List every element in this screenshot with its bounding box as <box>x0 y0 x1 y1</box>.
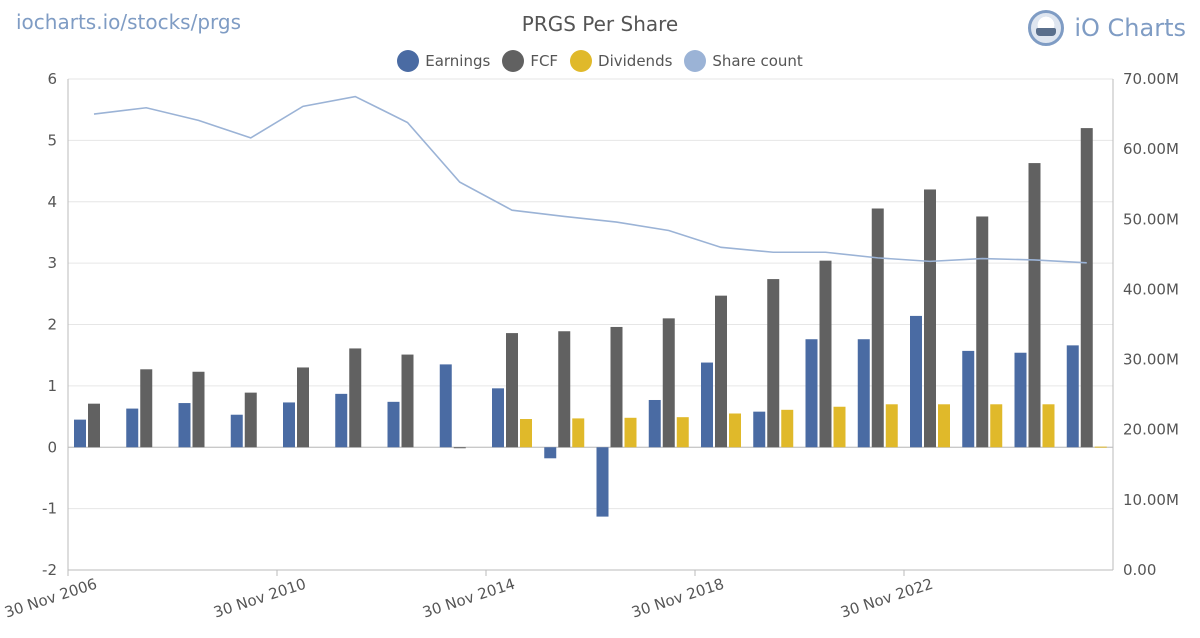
brand: iO Charts <box>1028 10 1186 46</box>
y-left-tick-label: 5 <box>47 131 57 149</box>
bar-dividends <box>1042 404 1055 448</box>
bar-earnings <box>753 411 766 448</box>
legend-swatch-earnings <box>397 50 420 72</box>
bar-fcf <box>662 318 675 448</box>
legend-item-fcf[interactable]: FCF <box>502 50 558 72</box>
y-right-tick-label: 70.00M <box>1123 70 1179 88</box>
legend-label-earnings: Earnings <box>425 52 491 70</box>
y-right-tick-label: 40.00M <box>1123 280 1179 298</box>
bar-earnings <box>387 401 400 448</box>
bar-dividends <box>833 406 846 448</box>
legend-swatch-share-count <box>684 50 707 72</box>
legend-label-fcf: FCF <box>530 52 559 70</box>
bar-dividends <box>624 417 637 448</box>
bar-fcf <box>1028 163 1041 448</box>
bar-earnings <box>648 399 661 448</box>
bar-fcf <box>1080 128 1093 448</box>
y-left-tick-label: 4 <box>47 193 57 211</box>
legend-item-dividends[interactable]: Dividends <box>570 50 672 72</box>
bar-earnings <box>596 447 609 517</box>
y-left-tick-label: -2 <box>42 561 57 579</box>
y-right-tick-label: 60.00M <box>1123 140 1179 158</box>
x-tick-label: 30 Nov 2022 <box>838 575 935 622</box>
bar-fcf <box>88 403 100 448</box>
bar-fcf <box>140 369 153 448</box>
bar-earnings <box>701 362 713 448</box>
bar-fcf <box>558 331 571 448</box>
legend-label-share-count: Share count <box>712 52 803 70</box>
legend-item-earnings[interactable]: Earnings <box>397 50 490 72</box>
y-right-tick-label: 10.00M <box>1123 491 1179 509</box>
bar-fcf <box>924 189 936 448</box>
bar-dividends <box>990 404 1003 448</box>
line-share-count <box>93 95 1087 264</box>
legend-swatch-dividends <box>570 50 593 72</box>
bar-earnings <box>910 315 922 448</box>
y-right-tick-label: 0.00 <box>1123 561 1156 579</box>
bar-fcf <box>506 333 518 448</box>
y-left-tick-label: -1 <box>42 500 57 518</box>
bar-fcf <box>349 348 362 448</box>
y-left-tick-label: 6 <box>47 70 57 88</box>
y-right-tick-label: 20.00M <box>1123 421 1179 439</box>
chart-legend: Earnings FCF Dividends Share count <box>0 50 1200 72</box>
bar-fcf <box>871 208 884 448</box>
bar-dividends <box>885 404 898 448</box>
bar-earnings <box>544 447 557 459</box>
brand-name: iO Charts <box>1074 14 1186 42</box>
bar-fcf <box>610 326 623 448</box>
bar-dividends <box>938 404 950 448</box>
bar-fcf <box>244 392 257 448</box>
bar-fcf <box>401 354 414 448</box>
bar-earnings <box>492 388 504 448</box>
bar-earnings <box>74 419 86 448</box>
bar-fcf <box>192 371 205 448</box>
y-right-tick-label: 50.00M <box>1123 210 1179 228</box>
y-left-tick-label: 2 <box>47 316 57 334</box>
legend-label-dividends: Dividends <box>598 52 673 70</box>
bar-dividends <box>781 409 794 448</box>
bar-earnings <box>335 393 348 448</box>
io-charts-logo-icon <box>1028 10 1065 46</box>
y-left-tick-label: 1 <box>47 377 57 395</box>
y-left-tick-label: 0 <box>47 438 57 456</box>
bar-earnings <box>439 364 452 448</box>
x-tick-label: 30 Nov 2006 <box>2 575 99 622</box>
x-tick-label: 30 Nov 2014 <box>420 575 517 622</box>
bar-dividends <box>520 419 532 448</box>
bar-fcf <box>453 447 466 449</box>
bar-earnings <box>1014 352 1027 448</box>
bar-fcf <box>767 279 780 448</box>
bar-fcf <box>819 260 832 448</box>
bar-fcf <box>976 216 989 448</box>
bar-earnings <box>962 350 975 448</box>
y-right-tick-label: 30.00M <box>1123 351 1179 369</box>
chart-title: PRGS Per Share <box>521 12 679 36</box>
bar-fcf <box>715 295 727 448</box>
bar-dividends <box>676 417 689 448</box>
bar-earnings <box>805 339 818 448</box>
bar-earnings <box>126 408 139 448</box>
legend-item-share-count[interactable]: Share count <box>684 50 803 72</box>
bar-earnings <box>178 403 191 448</box>
bar-dividends <box>729 413 741 448</box>
bar-earnings <box>1066 345 1079 448</box>
x-tick-label: 30 Nov 2010 <box>211 575 308 622</box>
legend-swatch-fcf <box>502 50 525 72</box>
bar-earnings <box>230 414 243 448</box>
bar-earnings <box>283 402 295 448</box>
bar-earnings <box>857 339 870 448</box>
y-left-tick-label: 3 <box>47 254 57 272</box>
x-tick-label: 30 Nov 2018 <box>629 575 726 622</box>
bar-fcf <box>297 367 309 448</box>
source-link[interactable]: iocharts.io/stocks/prgs <box>16 10 242 34</box>
bar-dividends <box>572 418 585 448</box>
bar-dividends <box>1094 446 1107 448</box>
